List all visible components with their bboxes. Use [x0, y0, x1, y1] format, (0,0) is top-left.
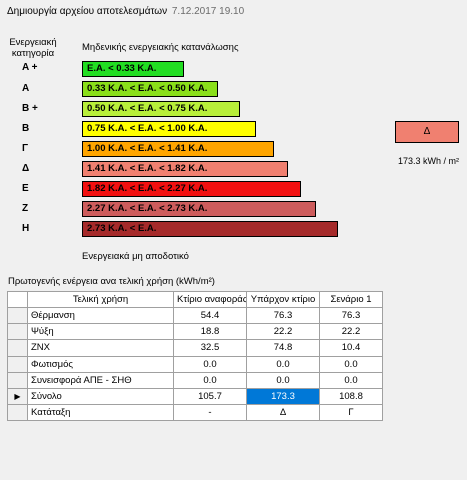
header-date: 7.12.2017 19.10 [171, 6, 245, 17]
class-label: A [22, 83, 30, 94]
class-bar: 2.27 K.A. < E.A. < 2.73 K.A. [82, 201, 316, 217]
column-header-final-use[interactable]: Τελική χρήση [27, 290, 174, 309]
row-header-current[interactable]: ▶ [7, 387, 28, 405]
column-header-existing-building[interactable]: Υπάρχον κτίριο [246, 290, 320, 309]
cell-existing[interactable]: Δ [246, 403, 320, 422]
cell-existing[interactable]: 0.0 [246, 355, 320, 373]
class-bar: 0.50 K.A. < E.A. < 0.75 K.A. [82, 101, 240, 117]
class-bar: E.A. < 0.33 K.A. [82, 61, 184, 77]
grid-corner[interactable] [7, 290, 28, 309]
category-header: Ενεργειακή κατηγορία [6, 37, 60, 59]
cell-final-use[interactable]: Κατάταξη [27, 403, 174, 422]
cell-scenario[interactable]: 108.8 [319, 387, 383, 405]
cell-scenario[interactable]: 0.0 [319, 355, 383, 373]
column-header-reference-building[interactable]: Κτίριο αναφοράς [173, 290, 247, 309]
column-header-scenario-1[interactable]: Σενάριο 1 [319, 290, 383, 309]
cell-final-use[interactable]: Ψύξη [27, 323, 174, 341]
class-label: B [22, 123, 30, 134]
table-row[interactable]: Ψύξη 18.8 22.2 22.2 [7, 323, 383, 341]
cell-scenario[interactable]: 10.4 [319, 339, 383, 357]
table-caption: Πρωτογενής ενέργεια ανα τελική χρήση (kW… [8, 276, 215, 287]
cell-reference[interactable]: 18.8 [173, 323, 247, 341]
class-label: Γ [22, 143, 29, 154]
scale-bottom-label: Ενεργειακά μη αποδοτικό [82, 251, 189, 262]
result-energy-value: 173.3 kWh / m² [398, 156, 460, 166]
class-label: Z [22, 203, 29, 214]
table-row[interactable]: ZNX 32.5 74.8 10.4 [7, 339, 383, 357]
cell-existing[interactable]: 74.8 [246, 339, 320, 357]
cell-existing[interactable]: 0.0 [246, 371, 320, 389]
grid-header-row: Τελική χρήση Κτίριο αναφοράς Υπάρχον κτί… [7, 290, 383, 309]
category-header-line2: κατηγορία [11, 48, 55, 59]
cell-reference[interactable]: 54.4 [173, 307, 247, 325]
cell-final-use[interactable]: Σύνολο [27, 387, 174, 405]
cell-reference[interactable]: 0.0 [173, 355, 247, 373]
class-bar: 1.41 K.A. < E.A. < 1.82 K.A. [82, 161, 288, 177]
cell-reference[interactable]: 105.7 [173, 387, 247, 405]
result-category-box: Δ [395, 121, 459, 143]
class-bar: 2.73 K.A. < E.A. [82, 221, 338, 237]
row-header[interactable] [7, 323, 28, 341]
category-header-line1: Ενεργειακή [9, 37, 57, 48]
class-label: B + [22, 103, 38, 114]
table-row-current[interactable]: ▶ Σύνολο 105.7 173.3 108.8 [7, 387, 383, 405]
cell-scenario[interactable]: Γ [319, 403, 383, 422]
cell-reference[interactable]: 32.5 [173, 339, 247, 357]
row-header[interactable] [7, 403, 28, 422]
class-label: E [22, 183, 29, 194]
cell-reference[interactable]: 0.0 [173, 371, 247, 389]
header-title: Δημιουργία αρχείου αποτελεσμάτων 7.12.20… [7, 6, 244, 17]
scale-top-label: Μηδενικής ενεργειακής κατανάλωσης [82, 42, 239, 53]
row-header[interactable] [7, 339, 28, 357]
table-row[interactable]: Συνεισφορά ΑΠΕ - ΣΗΘ 0.0 0.0 0.0 [7, 371, 383, 389]
class-label: Δ [22, 163, 30, 174]
cell-existing[interactable]: 22.2 [246, 323, 320, 341]
class-label: A + [22, 62, 38, 73]
cell-final-use[interactable]: Φωτισμός [27, 355, 174, 373]
table-row[interactable]: Φωτισμός 0.0 0.0 0.0 [7, 355, 383, 373]
energy-data-grid[interactable]: Τελική χρήση Κτίριο αναφοράς Υπάρχον κτί… [7, 290, 383, 422]
row-header[interactable] [7, 371, 28, 389]
class-bar: 1.82 K.A. < E.A. < 2.27 K.A. [82, 181, 301, 197]
class-label: H [22, 223, 30, 234]
row-header[interactable] [7, 355, 28, 373]
row-header[interactable] [7, 307, 28, 325]
current-row-arrow-icon: ▶ [14, 391, 21, 401]
cell-final-use[interactable]: ZNX [27, 339, 174, 357]
cell-final-use[interactable]: Θέρμανση [27, 307, 174, 325]
table-row[interactable]: Θέρμανση 54.4 76.3 76.3 [7, 307, 383, 325]
cell-existing[interactable]: 76.3 [246, 307, 320, 325]
cell-reference[interactable]: - [173, 403, 247, 422]
table-row[interactable]: Κατάταξη - Δ Γ [7, 403, 383, 422]
class-bar: 0.75 K.A. < E.A. < 1.00 K.A. [82, 121, 256, 137]
cell-scenario[interactable]: 22.2 [319, 323, 383, 341]
cell-final-use[interactable]: Συνεισφορά ΑΠΕ - ΣΗΘ [27, 371, 174, 389]
class-bar: 0.33 K.A. < E.A. < 0.50 K.A. [82, 81, 218, 97]
cell-scenario[interactable]: 0.0 [319, 371, 383, 389]
cell-existing-selected[interactable]: 173.3 [246, 387, 320, 405]
class-bar: 1.00 K.A. < E.A. < 1.41 K.A. [82, 141, 274, 157]
header-title-text: Δημιουργία αρχείου αποτελεσμάτων [7, 6, 168, 17]
cell-scenario[interactable]: 76.3 [319, 307, 383, 325]
